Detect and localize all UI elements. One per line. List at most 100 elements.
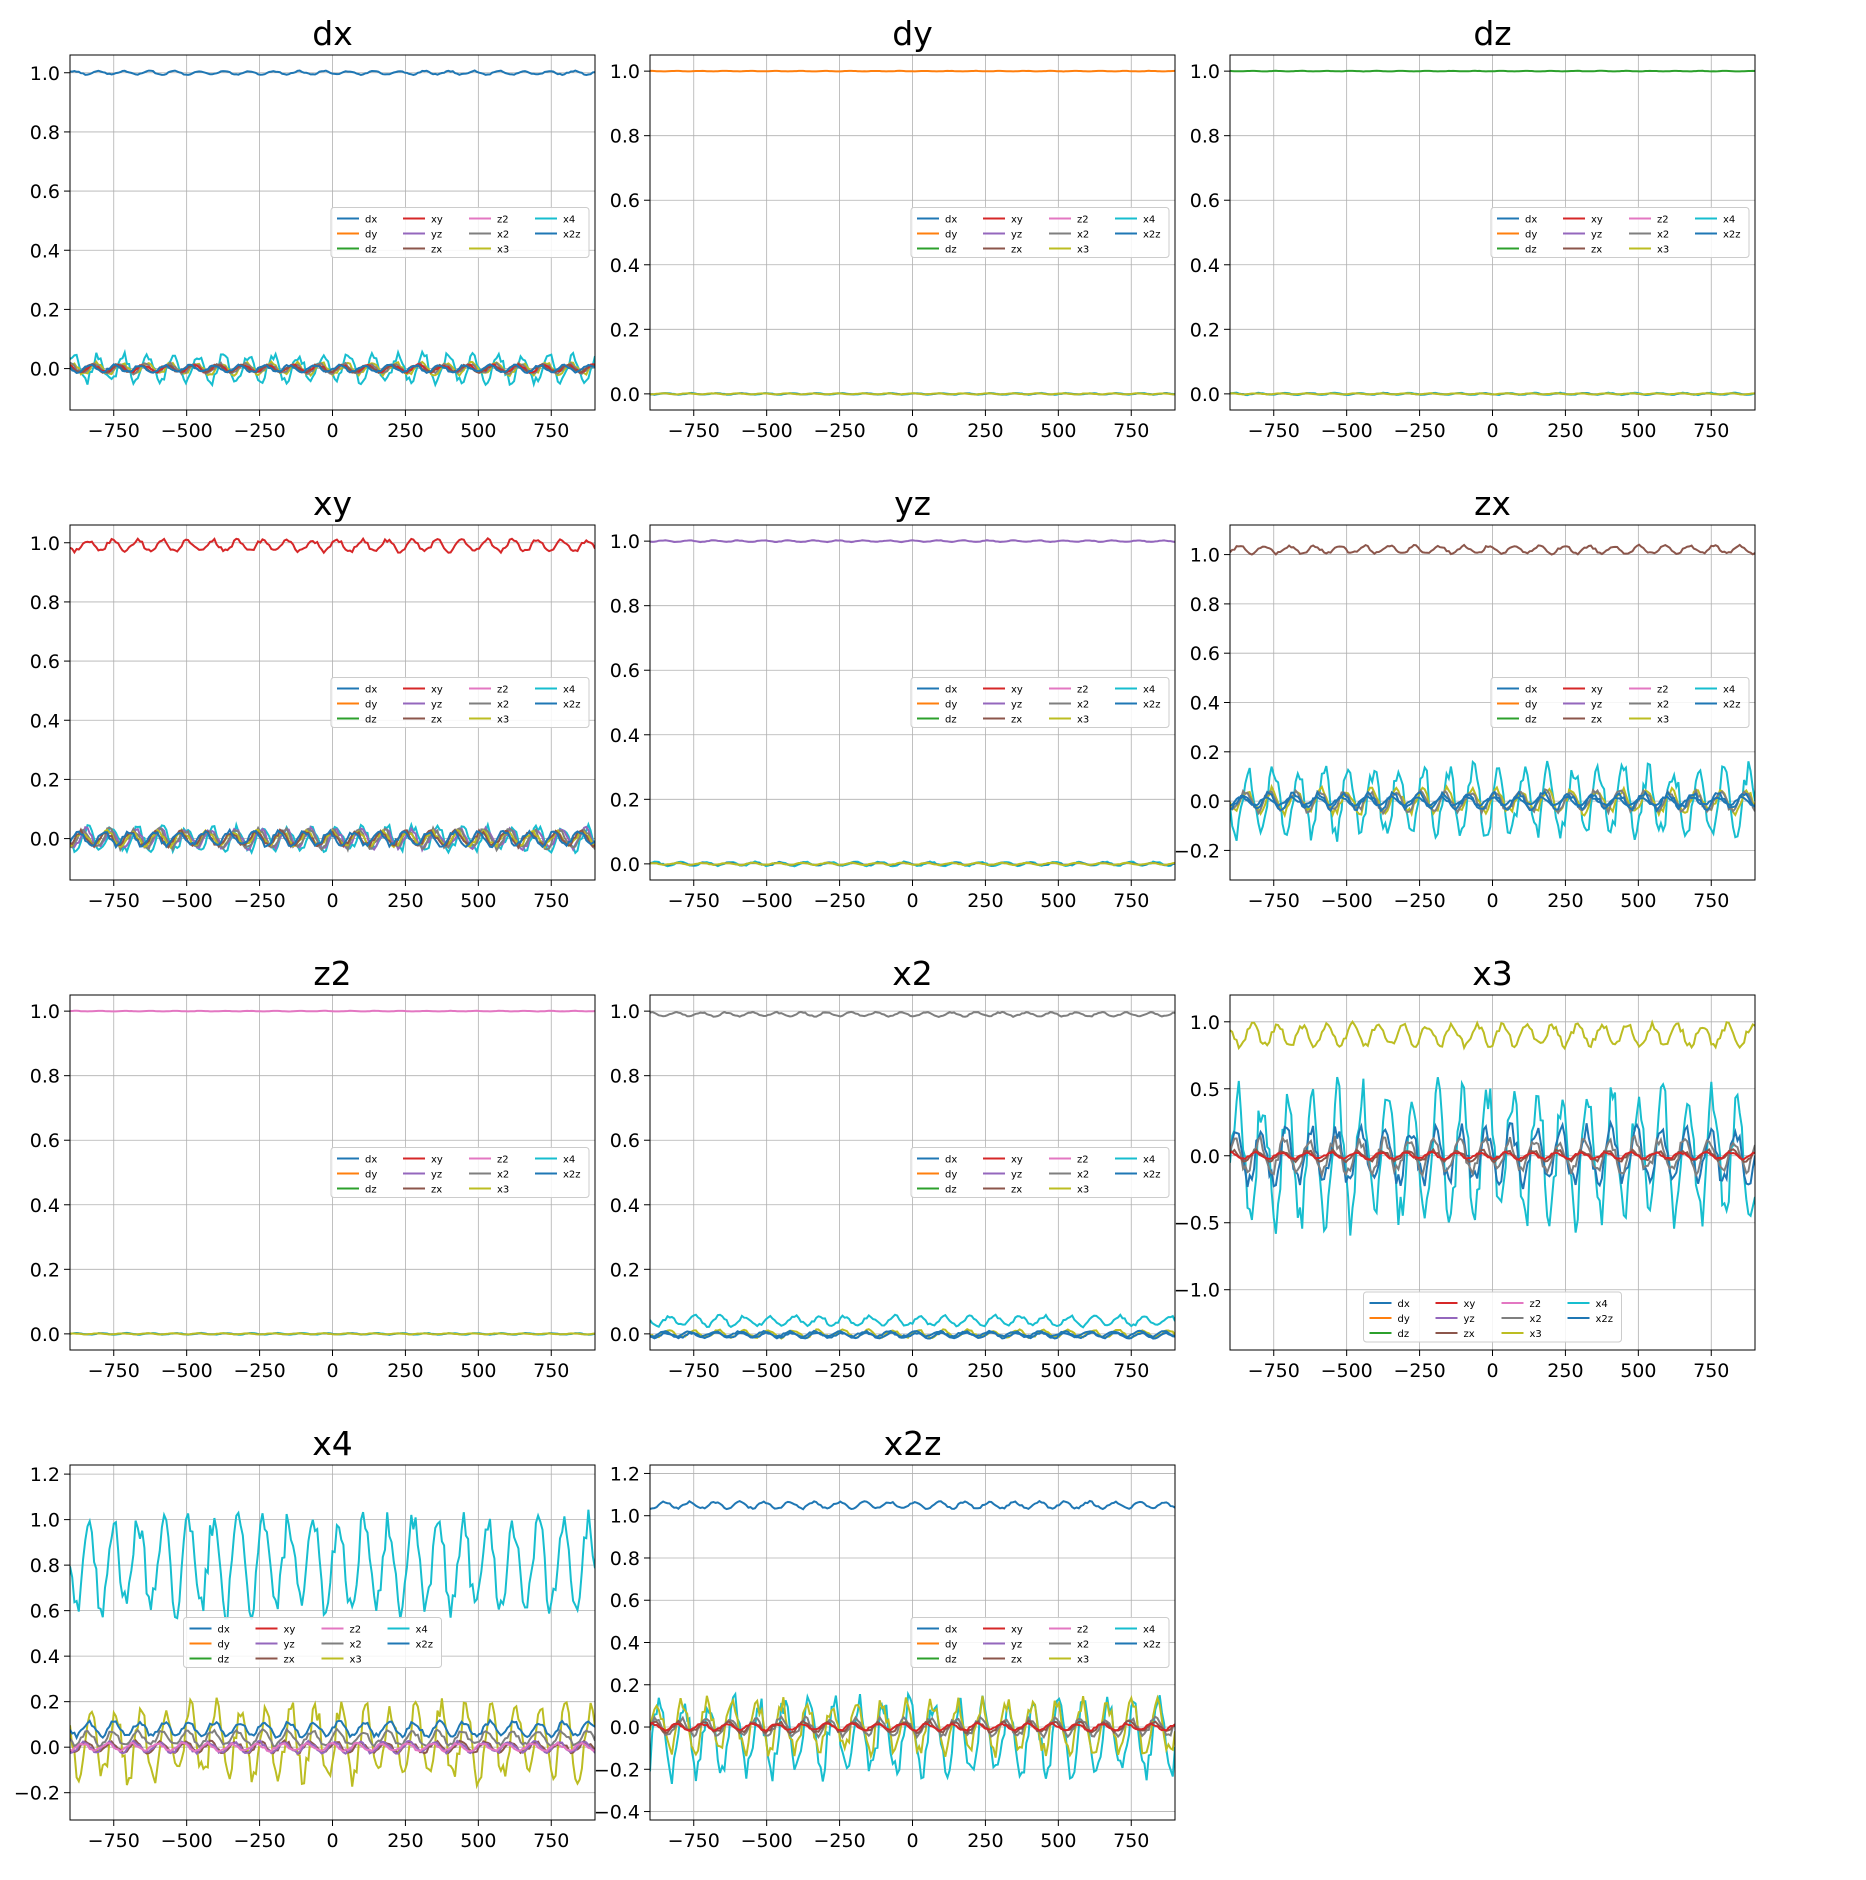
subplot-title: z2	[313, 954, 351, 993]
legend-label-dy: dy	[945, 1170, 957, 1181]
legend-label-x2z: x2z	[1143, 1640, 1161, 1651]
y-tick-label: 0.4	[30, 240, 60, 262]
y-tick-label: 0.2	[30, 1259, 60, 1281]
x-tick-label: 0	[326, 1830, 338, 1852]
legend-label-dz: dz	[945, 1655, 957, 1666]
y-tick-label: 0.4	[30, 1646, 60, 1668]
x-tick-label: 0	[326, 890, 338, 912]
legend-label-x4: x4	[1143, 1155, 1155, 1166]
y-tick-label: −1.0	[1174, 1280, 1220, 1302]
series-line-xy	[70, 536, 595, 555]
legend-label-zx: zx	[1464, 1329, 1475, 1340]
x-tick-label: 750	[1693, 1360, 1729, 1382]
x-tick-label: 250	[967, 1830, 1003, 1852]
x-tick-label: −500	[1321, 890, 1373, 912]
legend-label-x3: x3	[1657, 245, 1669, 256]
series-group	[1230, 543, 1755, 842]
legend-label-x4: x4	[1143, 685, 1155, 696]
y-tick-label: 0.0	[30, 1737, 60, 1759]
y-tick-label: 1.2	[30, 1464, 60, 1486]
y-tick-label: 0.4	[30, 710, 60, 732]
subplot-x3: −750 −500 −250 0 250 500 750 −1.0 −0.5 0.0 0.5 1.0 x…	[1174, 954, 1756, 1382]
y-tick-label: 0.0	[1190, 1146, 1220, 1168]
x-tick-label: −250	[813, 1360, 865, 1382]
legend-label-yz: yz	[1591, 700, 1602, 711]
legend-label-x4: x4	[1723, 215, 1735, 226]
subplot-x4: −750 −500 −250 0 250 500 750 −0.2 0.0 0.2 0.4 0.6 0.…	[14, 1424, 596, 1852]
y-tick-label: 0.0	[30, 829, 60, 851]
x-tick-label: −250	[233, 890, 285, 912]
y-tick-label: 0.0	[1190, 384, 1220, 406]
legend-label-dx: dx	[945, 215, 957, 226]
y-tick-label: −0.2	[1174, 840, 1220, 862]
legend: dx dy dz xy yz zx z2 x2 x3 x4 x2z	[910, 207, 1170, 258]
x-tick-label: −500	[1321, 420, 1373, 442]
legend-label-x2z: x2z	[1723, 700, 1741, 711]
x-tick-label: 250	[1547, 890, 1583, 912]
legend-label-x2z: x2z	[563, 230, 581, 241]
y-tick-label: 0.4	[610, 255, 640, 277]
legend-label-zx: zx	[1011, 245, 1022, 256]
series-line-x3	[650, 392, 1175, 396]
subplot-title: dx	[312, 14, 352, 53]
legend-label-x2z: x2z	[1143, 230, 1161, 241]
subplot-title: x2	[892, 954, 933, 993]
y-tick-label: 0.8	[610, 596, 640, 618]
legend-label-dz: dz	[365, 245, 377, 256]
x-tick-label: 500	[1620, 1360, 1656, 1382]
y-tick-label: 0.6	[610, 1590, 640, 1612]
series-group	[650, 69, 1175, 396]
x-tick-label: 750	[1113, 420, 1149, 442]
series-line-z2	[70, 1009, 595, 1013]
legend-label-x4: x4	[1596, 1299, 1608, 1310]
legend-label-z2: z2	[497, 215, 509, 226]
legend-box	[910, 677, 1170, 728]
legend-label-zx: zx	[1011, 715, 1022, 726]
legend-label-dx: dx	[945, 1155, 957, 1166]
y-tick-label: 0.6	[30, 651, 60, 673]
legend: dx dy dz xy yz zx z2 x2 x3 x4 x2z	[1490, 677, 1750, 728]
subplot-title: xy	[313, 484, 352, 523]
legend-label-yz: yz	[1591, 230, 1602, 241]
x-tick-label: −750	[1248, 420, 1300, 442]
y-tick-label: 0.5	[1190, 1079, 1220, 1101]
legend-label-dy: dy	[1398, 1314, 1410, 1325]
subplot-title: x3	[1472, 954, 1513, 993]
legend-label-yz: yz	[431, 230, 442, 241]
x-tick-label: 0	[1486, 1360, 1498, 1382]
legend-label-dy: dy	[218, 1640, 230, 1651]
x-tick-label: 500	[1040, 420, 1076, 442]
y-tick-label: −0.4	[594, 1802, 640, 1824]
legend-label-yz: yz	[1011, 700, 1022, 711]
y-tick-label: 1.0	[610, 61, 640, 83]
x-tick-label: 0	[1486, 890, 1498, 912]
legend-label-yz: yz	[431, 1170, 442, 1181]
x-tick-label: −250	[1393, 1360, 1445, 1382]
series-group	[70, 69, 595, 388]
subplot-title: dy	[892, 14, 932, 53]
legend: dx dy dz xy yz zx z2 x2 x3 x4 x2z	[1363, 1291, 1622, 1343]
x-tick-label: 750	[1113, 1360, 1149, 1382]
series-line-x4	[70, 1509, 595, 1620]
series-line-x2z	[70, 827, 595, 850]
x-tick-label: 750	[533, 1360, 569, 1382]
series-line-x2z	[70, 1718, 595, 1741]
y-tick-label: 0.0	[610, 1324, 640, 1346]
y-tick-label: 0.6	[610, 1130, 640, 1152]
y-tick-label: 0.6	[610, 190, 640, 212]
y-tick-label: 0.2	[30, 769, 60, 791]
x-tick-label: −750	[668, 1360, 720, 1382]
x-tick-label: −500	[161, 420, 213, 442]
legend-label-x2: x2	[1530, 1314, 1542, 1325]
subplot-title: yz	[894, 484, 931, 523]
series-line-x2	[650, 1010, 1175, 1018]
x-tick-label: 750	[1693, 890, 1729, 912]
series-line-dy	[650, 69, 1175, 73]
legend-label-x2z: x2z	[416, 1640, 434, 1651]
x-tick-label: −250	[813, 1830, 865, 1852]
series-line-x2z	[650, 1499, 1175, 1511]
legend-label-x3: x3	[1077, 245, 1089, 256]
x-tick-label: 500	[1040, 890, 1076, 912]
legend: dx dy dz xy yz zx z2 x2 x3 x4 x2z	[183, 1617, 442, 1668]
y-tick-label: 0.8	[30, 122, 60, 144]
